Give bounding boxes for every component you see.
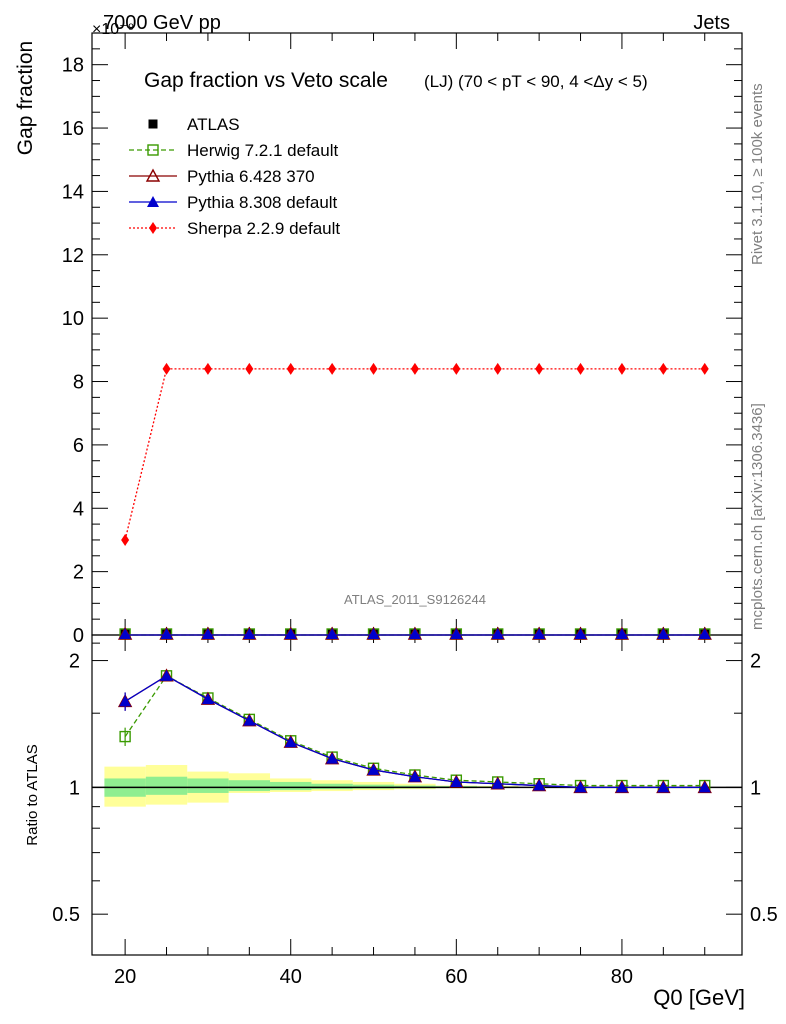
ratio-ytick-label-right: 0.5	[750, 904, 778, 926]
ratio-point-pythia8	[119, 695, 132, 707]
main-point-sherpa	[700, 362, 709, 375]
ratio-point-pythia8	[657, 781, 670, 793]
ratio-band-inner	[187, 778, 229, 793]
legend-label-pythia6: Pythia 6.428 370	[187, 167, 315, 186]
main-point-sherpa	[410, 362, 419, 375]
main-point-pythia8	[326, 628, 339, 639]
x-axis-label: Q0 [GeV]	[653, 985, 745, 1010]
ratio-point-pythia8	[326, 752, 339, 764]
main-point-pythia8	[657, 628, 670, 639]
main-series-line-sherpa	[124, 368, 705, 541]
rivet-version-label: Rivet 3.1.10, ≥ 100k events	[749, 83, 766, 265]
ratio-ytick-label: 2	[69, 651, 80, 673]
ratio-point-pythia8	[367, 763, 380, 775]
main-point-pythia8	[615, 628, 628, 639]
main-point-pythia8	[533, 628, 546, 639]
ratio-band-inner	[228, 780, 271, 792]
main-point-sherpa	[162, 362, 171, 375]
ratio-point-pythia8	[698, 781, 711, 793]
main-point-pythia8	[119, 628, 132, 639]
ratio-band-inner	[145, 776, 188, 795]
mcplots-label: mcplots.cern.ch [arXiv:1306.3436]	[749, 403, 766, 630]
main-ytick-label: 10	[62, 308, 84, 330]
legend-label-pythia8: Pythia 8.308 default	[187, 193, 338, 212]
main-ytick-label: 4	[73, 498, 84, 520]
ratio-point-pythia8	[408, 770, 421, 782]
ratio-ylabel: Ratio to ATLAS	[24, 744, 41, 845]
main-point-pythia8	[367, 628, 380, 639]
main-point-sherpa	[493, 362, 502, 375]
legend-label-sherpa: Sherpa 2.2.9 default	[187, 219, 340, 238]
main-point-sherpa	[576, 362, 585, 375]
ratio-point-pythia8	[491, 777, 504, 789]
main-ytick-label: 12	[62, 245, 84, 267]
ratio-band-inner	[270, 781, 312, 791]
ratio-point-pythia8	[243, 714, 256, 726]
main-point-pythia8	[243, 628, 256, 639]
energy-label: 7000 GeV pp	[103, 12, 221, 34]
process-label: Jets	[693, 12, 730, 34]
ratio-point-pythia8	[160, 669, 173, 681]
main-point-sherpa	[369, 362, 378, 375]
main-point-sherpa	[659, 362, 668, 375]
ratio-ytick-label: 1	[69, 777, 80, 799]
legend-marker-atlas	[148, 119, 158, 129]
main-point-pythia8	[450, 628, 463, 639]
x-tick-label: 80	[611, 966, 633, 988]
ratio-ytick-label-right: 1	[750, 777, 761, 799]
main-point-pythia8	[408, 628, 421, 639]
main-ytick-label: 18	[62, 55, 84, 77]
main-ytick-label: 16	[62, 118, 84, 140]
main-point-pythia8	[160, 628, 173, 639]
main-point-pythia8	[201, 628, 214, 639]
legend-marker-pythia6	[145, 168, 161, 182]
main-point-sherpa	[535, 362, 544, 375]
ratio-point-herwig	[119, 730, 131, 743]
ratio-point-pythia8	[615, 781, 628, 793]
ratio-series-line-herwig	[124, 674, 705, 787]
main-point-sherpa	[328, 362, 337, 375]
main-point-sherpa	[286, 362, 295, 375]
legend-label-herwig: Herwig 7.2.1 default	[187, 141, 338, 160]
ratio-point-pythia8	[574, 781, 587, 793]
main-point-sherpa	[121, 533, 130, 546]
legend: ATLAS Herwig 7.2.1 default Pythia 6.428 37…	[129, 115, 340, 238]
main-point-pythia8	[698, 628, 711, 639]
main-point-sherpa	[245, 362, 254, 375]
ratio-band-inner	[311, 783, 353, 790]
legend-marker-herwig	[147, 144, 159, 156]
main-ytick-label: 0	[73, 625, 84, 647]
legend-marker-sherpa	[149, 222, 157, 234]
main-ylabel: Gap fraction	[14, 41, 37, 155]
legend-label-atlas: ATLAS	[187, 115, 240, 134]
chart-title: Gap fraction vs Veto scale	[144, 69, 388, 92]
main-ytick-label: 14	[62, 181, 84, 203]
ratio-point-pythia8	[450, 775, 463, 787]
chart-subtitle: (LJ) (70 < pT < 90, 4 <Δy < 5)	[424, 72, 648, 91]
main-point-pythia8	[491, 628, 504, 639]
x-tick-label: 20	[114, 966, 136, 988]
main-point-sherpa	[203, 362, 212, 375]
ratio-ytick-label-right: 2	[750, 651, 761, 673]
main-point-sherpa	[452, 362, 461, 375]
main-point-pythia8	[284, 628, 297, 639]
ratio-band-inner	[352, 784, 395, 789]
y-multiplier: ×10⁻⁹	[92, 21, 134, 38]
main-point-pythia8	[574, 628, 587, 639]
main-ytick-label: 6	[73, 435, 84, 457]
ratio-point-pythia8	[201, 693, 214, 705]
ratio-point-pythia8	[533, 779, 546, 791]
ratio-point-pythia8	[284, 736, 297, 748]
ratio-ytick-label: 0.5	[52, 904, 80, 926]
main-point-sherpa	[617, 362, 626, 375]
x-tick-label: 60	[445, 966, 467, 988]
main-ytick-label: 2	[73, 562, 84, 584]
main-ytick-label: 8	[73, 372, 84, 394]
analysis-label: ATLAS_2011_S9126244	[344, 592, 486, 607]
x-tick-label: 40	[280, 966, 302, 988]
legend-marker-pythia8	[147, 196, 159, 207]
